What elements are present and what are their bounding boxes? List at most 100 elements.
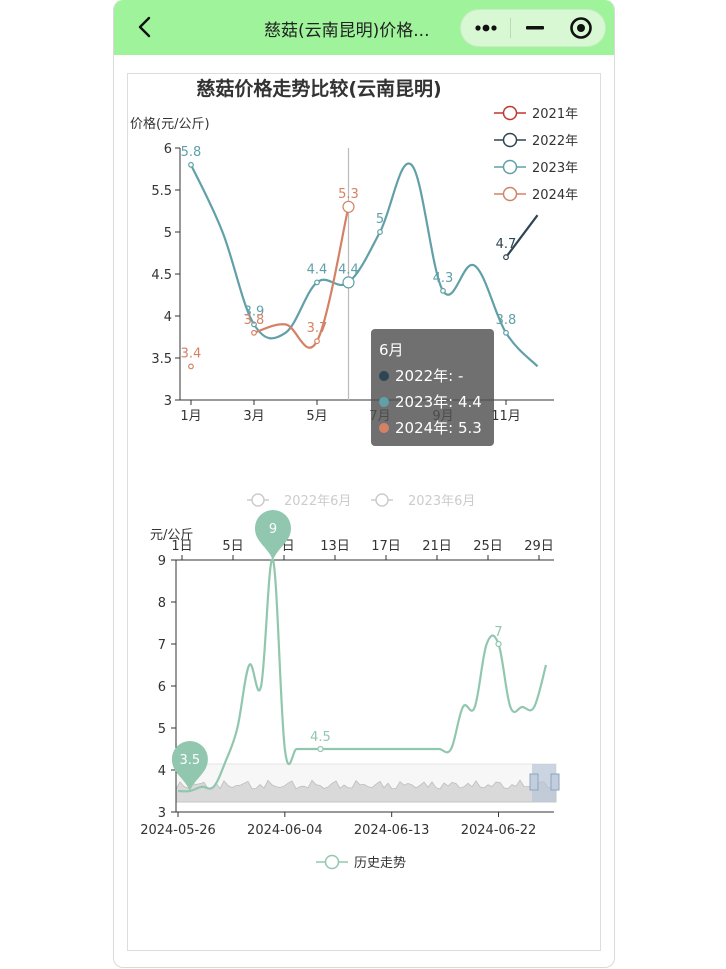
legend-item[interactable]: 2023年 bbox=[494, 159, 578, 177]
legend-item[interactable]: 2022年 bbox=[494, 132, 578, 150]
tooltip-row: 2024年: 5.3 bbox=[395, 419, 482, 437]
data-point[interactable] bbox=[251, 329, 257, 336]
data-label: 4.4 bbox=[338, 262, 359, 277]
tooltip-row: 2022年: - bbox=[395, 367, 463, 385]
x-top-tick-label: 5日 bbox=[222, 539, 243, 554]
zoom-handle-left bbox=[529, 773, 539, 791]
data-point[interactable] bbox=[503, 254, 509, 261]
data-zoom-slider[interactable] bbox=[175, 763, 560, 803]
y-tick-label: 7 bbox=[158, 638, 166, 653]
y-tick-label: 8 bbox=[158, 596, 166, 611]
data-label: 5.8 bbox=[181, 145, 202, 160]
chart-title: 慈菇价格走势比较(云南昆明) bbox=[196, 77, 441, 100]
legend-item[interactable]: 历史走势 bbox=[316, 854, 406, 871]
svg-text:2022年6月: 2022年6月 bbox=[284, 494, 351, 509]
tooltip-title: 6月 bbox=[379, 341, 404, 359]
tooltip-row: 2023年: 4.4 bbox=[395, 393, 482, 411]
x-top-tick-label: 13日 bbox=[320, 539, 350, 554]
back-button[interactable] bbox=[130, 12, 160, 42]
tooltip-marker-icon bbox=[379, 397, 389, 407]
data-label: 3.8 bbox=[244, 313, 265, 328]
chevron-left-icon bbox=[138, 16, 151, 38]
x-top-tick-label: 21日 bbox=[422, 539, 452, 554]
data-label: 3.4 bbox=[181, 346, 202, 361]
svg-text:2024年: 2024年 bbox=[532, 188, 578, 203]
x-bottom-tick-label: 2024-05-26 bbox=[140, 823, 216, 838]
svg-text:2021年: 2021年 bbox=[532, 107, 578, 122]
x-top-tick-label: 25日 bbox=[473, 539, 503, 554]
y-tick-label: 3 bbox=[164, 394, 172, 409]
y-tick-label: 4.5 bbox=[151, 268, 172, 283]
phone-frame: 慈菇(云南昆明)价格... 慈菇价格走势比较(云南 bbox=[113, 0, 615, 968]
y-tick-label: 4 bbox=[158, 764, 166, 779]
y-tick-label: 6 bbox=[164, 142, 172, 157]
x-bottom-tick-label: 2024-06-22 bbox=[461, 823, 537, 838]
more-dots-icon bbox=[475, 24, 497, 32]
legend-item[interactable]: 2021年 bbox=[494, 105, 578, 123]
data-point[interactable] bbox=[495, 640, 502, 648]
pin-label: 9 bbox=[269, 522, 277, 537]
x-top-tick-label: 17日 bbox=[371, 539, 401, 554]
tooltip: 6月 2022年: - 2023年: 4.4 2024年: 5.3 bbox=[371, 329, 494, 446]
price-comparison-chart: 慈菇价格走势比较(云南昆明) 价格(元/公斤) 3 3.5 4 4.5 5 5.5 6 1月 3… bbox=[130, 77, 578, 446]
svg-text:2023年6月: 2023年6月 bbox=[408, 494, 475, 509]
data-point[interactable] bbox=[314, 279, 320, 286]
x-top-tick-label: 1日 bbox=[171, 539, 192, 554]
x-bottom-tick-label: 2024-06-13 bbox=[354, 823, 430, 838]
nav-bar: 慈菇(云南昆明)价格... bbox=[114, 0, 614, 55]
top-legend-item[interactable]: 2023年6月 bbox=[371, 493, 475, 509]
data-point[interactable] bbox=[342, 276, 355, 289]
data-point[interactable] bbox=[377, 229, 383, 235]
zoom-handle-right bbox=[550, 773, 560, 791]
series-line bbox=[177, 558, 548, 793]
data-label: 3.9 bbox=[244, 304, 265, 319]
data-label: 3.8 bbox=[496, 313, 517, 328]
x-top-tick-label: 29日 bbox=[524, 539, 554, 554]
y-tick-label: 5 bbox=[158, 722, 166, 737]
data-point[interactable] bbox=[188, 363, 194, 370]
chart-card bbox=[127, 73, 601, 951]
y-tick-label: 4 bbox=[164, 310, 172, 325]
data-point[interactable] bbox=[342, 200, 355, 213]
y-tick-label: 9 bbox=[158, 554, 166, 569]
data-label: 7 bbox=[494, 625, 502, 640]
y-tick-label: 3.5 bbox=[151, 352, 172, 367]
minimize-button[interactable] bbox=[514, 10, 558, 46]
x-tick-label: 5月 bbox=[306, 409, 327, 424]
top-legend-item[interactable]: 2022年6月 bbox=[247, 493, 351, 509]
more-button[interactable] bbox=[465, 10, 509, 46]
series-line bbox=[190, 162, 539, 368]
data-point[interactable] bbox=[188, 161, 194, 168]
series-line bbox=[253, 206, 350, 349]
target-circle-icon bbox=[570, 17, 592, 39]
data-point[interactable] bbox=[440, 287, 446, 294]
legend-item[interactable]: 2024年 bbox=[494, 186, 578, 204]
minimize-icon bbox=[526, 26, 544, 30]
x-tick-label: 3月 bbox=[243, 409, 264, 424]
y-tick-label: 5 bbox=[164, 226, 172, 241]
data-label: 5.3 bbox=[338, 187, 359, 202]
tooltip-marker-icon bbox=[379, 371, 389, 381]
y-tick-label: 5.5 bbox=[151, 184, 172, 199]
data-point[interactable] bbox=[503, 329, 509, 336]
svg-text:2023年: 2023年 bbox=[532, 161, 578, 176]
capsule-divider bbox=[510, 18, 511, 38]
tooltip-marker-icon bbox=[379, 423, 389, 433]
x-tick-label: 11月 bbox=[491, 409, 521, 424]
svg-text:历史走势: 历史走势 bbox=[354, 855, 406, 871]
data-point[interactable] bbox=[251, 321, 257, 328]
pin-marker[interactable]: 3.5 bbox=[171, 740, 208, 791]
data-point[interactable] bbox=[317, 745, 324, 753]
series-line bbox=[505, 214, 539, 258]
pin-marker[interactable]: 9 bbox=[254, 509, 291, 560]
page-title: 慈菇(云南昆明)价格... bbox=[264, 21, 430, 41]
data-label: 4.4 bbox=[307, 262, 328, 277]
y-tick-label: 6 bbox=[158, 680, 166, 695]
capsule-menu bbox=[460, 9, 606, 47]
data-label: 5 bbox=[376, 212, 384, 227]
y-axis-label-2: 元/公斤 bbox=[150, 528, 193, 543]
close-button[interactable] bbox=[559, 10, 603, 46]
x-bottom-tick-label: 2024-06-04 bbox=[247, 823, 323, 838]
data-point[interactable] bbox=[314, 338, 320, 345]
